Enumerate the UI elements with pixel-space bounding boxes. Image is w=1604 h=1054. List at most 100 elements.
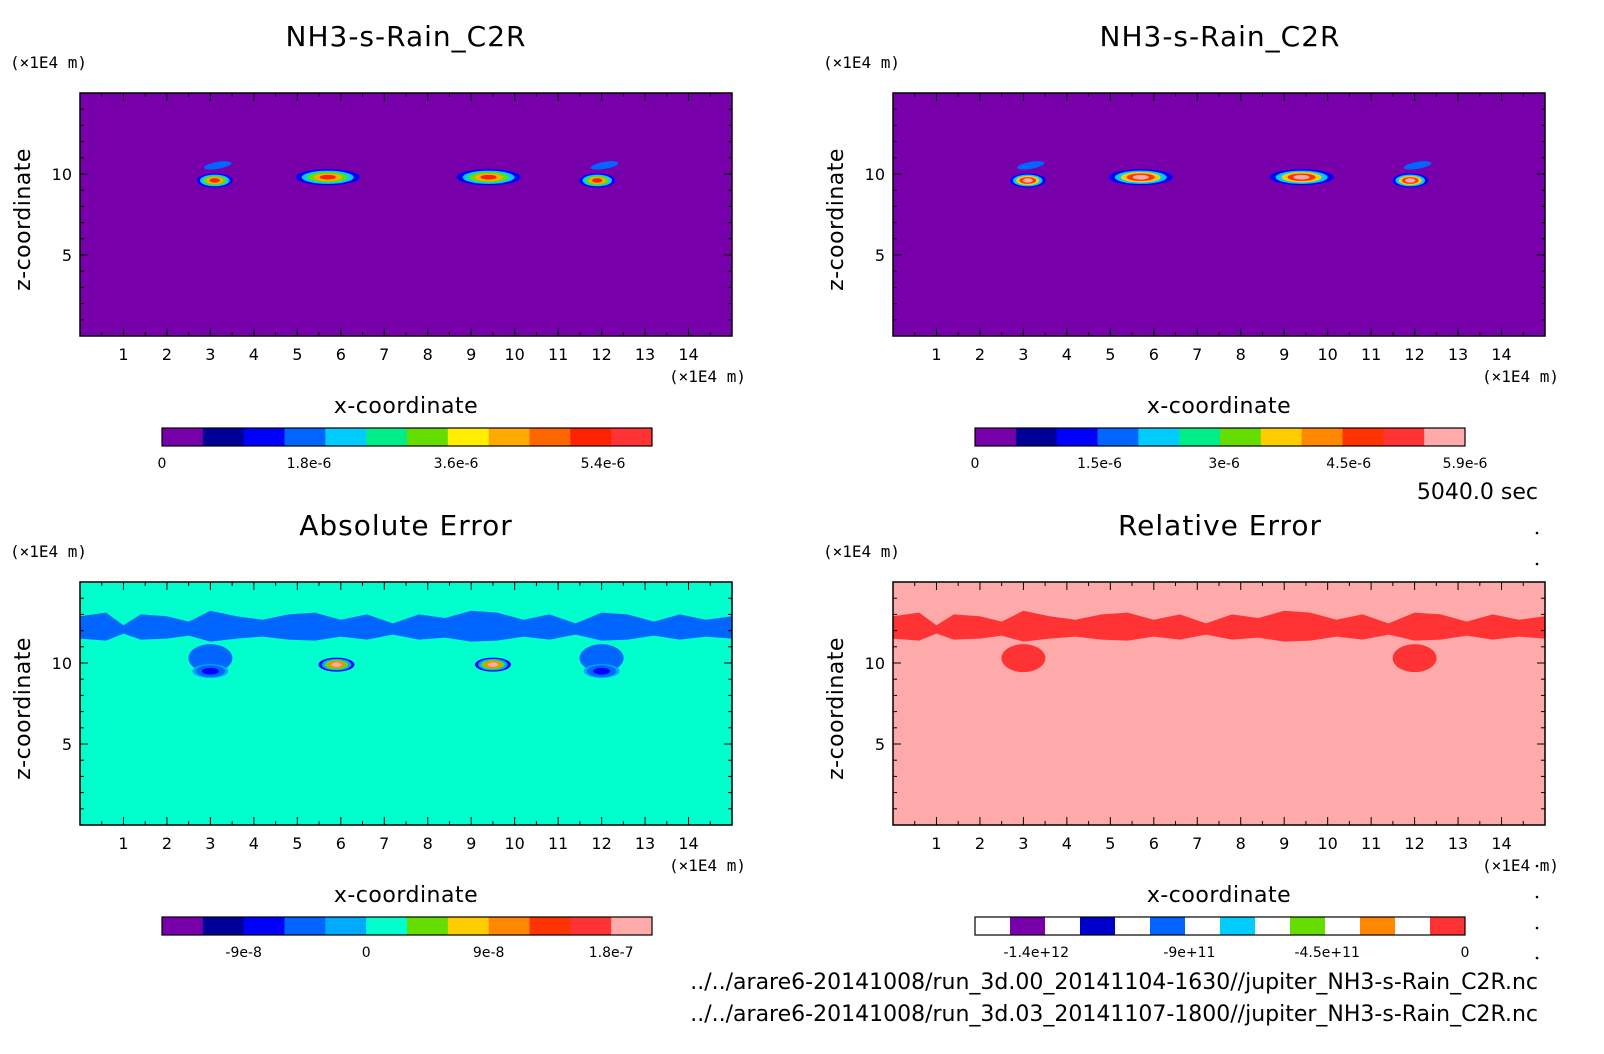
- x-tick-label: 5: [292, 345, 302, 364]
- x-tick-label: 3: [205, 834, 215, 853]
- x-tick-label: 11: [548, 834, 568, 853]
- x-tick-label: 10: [504, 834, 524, 853]
- colorbar-tick-label: 0: [1461, 945, 1470, 961]
- x-tick-label: 4: [249, 834, 259, 853]
- contour-blob: [487, 662, 499, 667]
- chart-panel-4: Relative Error(×1E4 m)1 2 3 4 5 6 7 8 9 10 11 12 13 1…: [823, 509, 1559, 961]
- colorbar-segment: [1220, 917, 1256, 935]
- x-tick-label: 2: [162, 834, 172, 853]
- contour-tongue: [188, 644, 233, 673]
- colorbar-segment: [1220, 428, 1262, 446]
- contour-band: [80, 610, 732, 642]
- colorbar-segment: [447, 917, 490, 935]
- x-axis-label: x-coordinate: [1147, 883, 1291, 908]
- colorbar-tick-label: 0: [971, 456, 980, 472]
- colorbar-frame: [161, 427, 653, 447]
- chart-panel-2: NH3-s-Rain_C2R(×1E4 m)1 2 3 4 5 6 7 8 9 10 11 12 13 1…: [823, 20, 1559, 472]
- x-tick-label: 10: [504, 345, 524, 364]
- x-tick-label: 7: [379, 345, 389, 364]
- contour-cap: [203, 161, 232, 170]
- colorbar-segment: [162, 428, 204, 446]
- colorbar-segment: [284, 917, 326, 935]
- y-tick-label: 5: [875, 735, 885, 754]
- colorbar-frame: [161, 916, 653, 936]
- x-tick-label: 13: [1448, 834, 1468, 853]
- x-tick-label: 12: [591, 834, 611, 853]
- colorbar: 0 1.8e-6 3.6e-6 5.4e-6: [158, 427, 653, 472]
- colorbar-segment: [1056, 428, 1098, 446]
- chart-title: Relative Error: [1118, 509, 1322, 542]
- colorbar-segment: [1010, 917, 1046, 935]
- colorbar-frame: [974, 916, 1466, 936]
- y-tick-label: 5: [62, 735, 72, 754]
- contour-blob: [331, 662, 342, 667]
- file-path-2: ../../arare6-20141008/run_3d.03_20141107…: [690, 1002, 1538, 1027]
- colorbar-tick-label: 3.6e-6: [434, 456, 479, 472]
- colorbar-tick-label: 1.8e-6: [287, 456, 332, 472]
- x-axis-label: x-coordinate: [334, 394, 478, 419]
- x-tick-label: 12: [1404, 834, 1424, 853]
- x-tick-label: 2: [162, 345, 172, 364]
- x-tick-label: 4: [1062, 834, 1072, 853]
- colorbar-segment: [243, 917, 285, 935]
- contour-blob: [596, 668, 607, 674]
- colorbar-tick-label: 0: [158, 456, 167, 472]
- chart-title: Absolute Error: [299, 509, 513, 542]
- colorbar-segment: [202, 428, 245, 446]
- colorbar-segment: [325, 428, 367, 446]
- x-tick-label: 4: [1062, 345, 1072, 364]
- time-label: 5040.0 sec: [1417, 480, 1538, 505]
- colorbar-segment: [366, 917, 408, 935]
- x-tick-label: 10: [1317, 834, 1337, 853]
- colorbar-segment: [1260, 428, 1303, 446]
- colorbar-tick-label: 5.9e-6: [1443, 456, 1488, 472]
- colorbar-segment: [1430, 917, 1466, 935]
- y-unit-label: (×1E4 m): [823, 53, 900, 72]
- x-tick-label: 9: [466, 834, 476, 853]
- x-tick-label: 2: [975, 345, 985, 364]
- colorbar-segment: [611, 428, 653, 446]
- x-tick-label: 6: [336, 834, 346, 853]
- x-tick-label: 7: [1192, 834, 1202, 853]
- colorbar-segment: [1301, 428, 1343, 446]
- contour-blob: [480, 174, 497, 180]
- x-tick-label: 6: [1149, 345, 1159, 364]
- x-tick-label: 3: [1018, 345, 1028, 364]
- y-tick-label: 10: [52, 654, 72, 673]
- x-tick-label: 13: [1448, 345, 1468, 364]
- colorbar-frame: [974, 427, 1466, 447]
- colorbar-segment: [570, 428, 612, 446]
- colorbar-segment: [488, 428, 530, 446]
- x-tick-label: 9: [1279, 345, 1289, 364]
- x-tick-label: 9: [1279, 834, 1289, 853]
- colorbar-tick-label: 9e-8: [473, 945, 504, 961]
- x-tick-label: 11: [548, 345, 568, 364]
- x-tick-label: 3: [205, 345, 215, 364]
- plot-background: [80, 93, 732, 336]
- y-tick-label: 10: [865, 165, 885, 184]
- colorbar-segment: [1395, 917, 1431, 935]
- colorbar-segment: [1097, 428, 1139, 446]
- colorbar-segment: [1290, 917, 1326, 935]
- colorbar-segment: [611, 917, 653, 935]
- x-tick-label: 1: [931, 345, 941, 364]
- colorbar-segment: [284, 428, 326, 446]
- colorbar-segment: [1080, 917, 1116, 935]
- y-tick-label: 5: [62, 246, 72, 265]
- colorbar-segment: [975, 917, 1011, 935]
- x-tick-label: 14: [678, 834, 698, 853]
- chart-panel-1: NH3-s-Rain_C2R(×1E4 m)1 2 3 4 5 6 7 8 9 10 11 12 13 1…: [10, 20, 746, 472]
- x-tick-label: 1: [118, 834, 128, 853]
- x-tick-label: 14: [678, 345, 698, 364]
- x-unit-label: (×1E4 m): [669, 856, 746, 875]
- x-tick-label: 13: [635, 345, 655, 364]
- x-tick-label: 11: [1361, 834, 1381, 853]
- colorbar-tick-label: -1.4e+12: [1004, 945, 1069, 961]
- colorbar-tick-label: 1.8e-7: [589, 945, 634, 961]
- colorbar: -9e-8 0 9e-8 1.8e-7: [161, 916, 653, 961]
- x-axis-label: x-coordinate: [334, 883, 478, 908]
- y-unit-label: (×1E4 m): [823, 542, 900, 561]
- x-tick-label: 12: [591, 345, 611, 364]
- chart-title: NH3-s-Rain_C2R: [1100, 20, 1341, 53]
